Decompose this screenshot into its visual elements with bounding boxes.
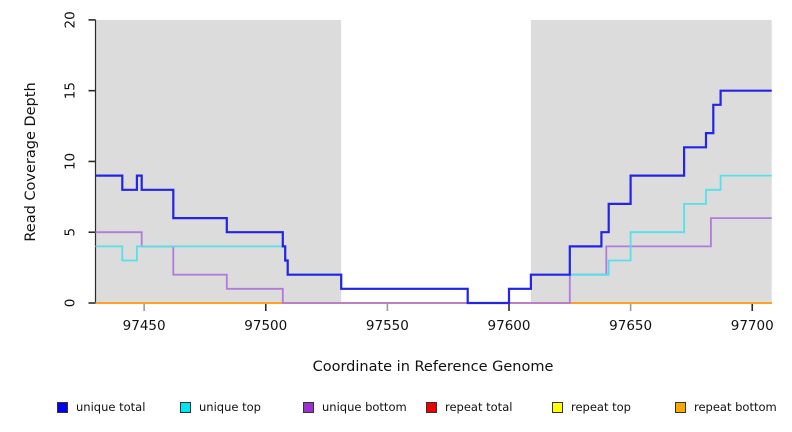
y-tick-label: 10 (63, 153, 79, 170)
shaded-region (530, 19, 772, 304)
x-tick-label: 97450 (123, 318, 166, 334)
x-tick-label: 97550 (366, 318, 409, 334)
y-tick-label: 0 (63, 299, 79, 308)
x-axis-title: Coordinate in Reference Genome (312, 359, 554, 375)
x-tick-label: 97600 (488, 318, 531, 334)
y-tick-label: 5 (63, 228, 79, 237)
x-tick-label: 97650 (609, 318, 652, 334)
y-axis-title: Read Coverage Depth (23, 82, 39, 242)
y-tick-label: 15 (63, 82, 79, 99)
series-unique-total (95, 89, 772, 305)
y-tick-label: 20 (63, 11, 79, 28)
x-tick-label: 97700 (731, 318, 774, 334)
x-tick-label: 97500 (244, 318, 287, 334)
